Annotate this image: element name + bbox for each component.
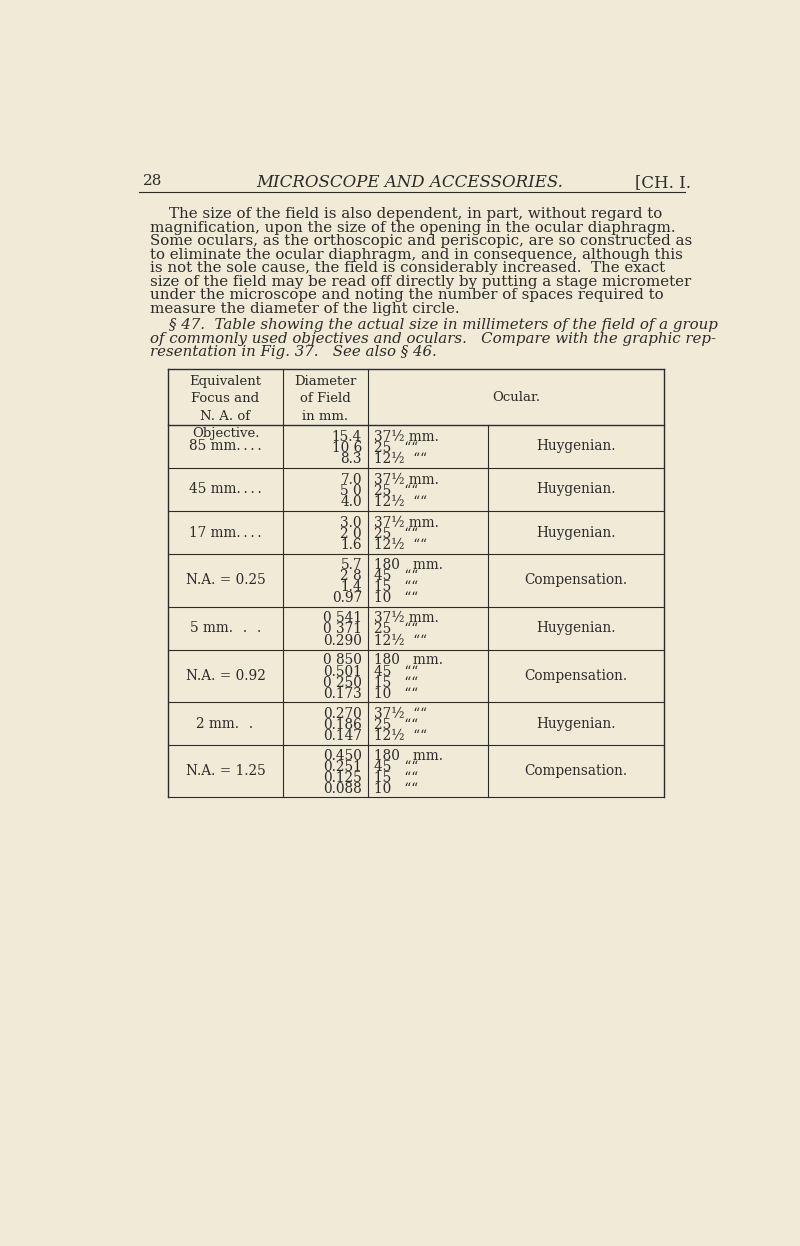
Text: 4.0: 4.0 — [340, 495, 362, 510]
Text: 0.290: 0.290 — [323, 634, 362, 648]
Text: 2 8: 2 8 — [340, 569, 362, 583]
Text: 1.4: 1.4 — [340, 581, 362, 594]
Text: to eliminate the ocular diaphragm, and in consequence, although this: to eliminate the ocular diaphragm, and i… — [150, 248, 683, 262]
Text: 25   ““: 25 ““ — [374, 718, 418, 731]
Text: 15   ““: 15 ““ — [374, 581, 418, 594]
Text: 180   mm.: 180 mm. — [374, 749, 443, 763]
Text: Equivalent
Focus and
N. A. of
Objective.: Equivalent Focus and N. A. of Objective. — [190, 375, 262, 440]
Text: 25   ““: 25 ““ — [374, 441, 418, 455]
Text: 10   ““: 10 ““ — [374, 687, 418, 701]
Text: 0.270: 0.270 — [323, 706, 362, 720]
Text: 0.125: 0.125 — [323, 771, 362, 785]
Text: 37½  ““: 37½ ““ — [374, 706, 427, 720]
Text: Ocular.: Ocular. — [492, 391, 540, 404]
Text: 8.3: 8.3 — [341, 452, 362, 466]
Text: 45 mm. . . .: 45 mm. . . . — [189, 482, 262, 496]
Text: Huygenian.: Huygenian. — [537, 482, 616, 496]
Text: 0.173: 0.173 — [323, 687, 362, 701]
Text: Huygenian.: Huygenian. — [537, 526, 616, 540]
Text: MICROSCOPE AND ACCESSORIES.: MICROSCOPE AND ACCESSORIES. — [257, 174, 563, 191]
Text: 0.088: 0.088 — [323, 782, 362, 796]
Text: 12½  ““: 12½ ““ — [374, 452, 427, 466]
Text: 45   ““: 45 ““ — [374, 664, 418, 679]
Text: § 47.  Table showing the actual size in millimeters of the field of a group: § 47. Table showing the actual size in m… — [150, 318, 718, 333]
Text: 1.6: 1.6 — [341, 538, 362, 552]
Text: 12½  ““: 12½ ““ — [374, 495, 427, 510]
Text: magnification, upon the size of the opening in the ocular diaphragm.: magnification, upon the size of the open… — [150, 221, 676, 234]
Text: 5 mm.   .   .: 5 mm. . . — [190, 621, 261, 635]
Text: 37½ mm.: 37½ mm. — [374, 516, 439, 530]
Text: 37½ mm.: 37½ mm. — [374, 472, 439, 487]
Text: 7.0: 7.0 — [341, 472, 362, 487]
Text: 2 0: 2 0 — [340, 527, 362, 541]
Text: [CH. I.: [CH. I. — [634, 174, 690, 191]
Text: 12½  ““: 12½ ““ — [374, 538, 427, 552]
Text: 15   ““: 15 ““ — [374, 675, 418, 690]
Text: Huygenian.: Huygenian. — [537, 621, 616, 635]
Text: size of the field may be read off directly by putting a stage micrometer: size of the field may be read off direct… — [150, 274, 692, 289]
Text: 0.147: 0.147 — [323, 729, 362, 743]
Text: 25   ““: 25 ““ — [374, 527, 418, 541]
Text: 15.4: 15.4 — [332, 430, 362, 444]
Text: The size of the field is also dependent, in part, without regard to: The size of the field is also dependent,… — [150, 207, 662, 222]
Text: 45   ““: 45 ““ — [374, 760, 418, 774]
Text: N.A. = 1.25: N.A. = 1.25 — [186, 764, 266, 779]
Text: 2 mm.   .: 2 mm. . — [196, 716, 255, 730]
Text: 180   mm.: 180 mm. — [374, 653, 443, 668]
Text: 0.501: 0.501 — [323, 664, 362, 679]
Text: 10 6: 10 6 — [332, 441, 362, 455]
Text: 12½  ““: 12½ ““ — [374, 729, 427, 743]
Text: 15   ““: 15 ““ — [374, 771, 418, 785]
Text: 0.186: 0.186 — [323, 718, 362, 731]
Text: Compensation.: Compensation. — [525, 764, 628, 779]
Text: 12½  ““: 12½ ““ — [374, 634, 427, 648]
Text: Huygenian.: Huygenian. — [537, 716, 616, 730]
Text: measure the diameter of the light circle.: measure the diameter of the light circle… — [150, 302, 460, 315]
Text: 45   ““: 45 ““ — [374, 569, 418, 583]
Text: 17 mm. . . .: 17 mm. . . . — [190, 526, 262, 540]
Text: Compensation.: Compensation. — [525, 669, 628, 683]
Text: 5 0: 5 0 — [340, 483, 362, 498]
Text: 0.97: 0.97 — [332, 592, 362, 606]
Text: 10   ““: 10 ““ — [374, 592, 418, 606]
Text: 37½ mm.: 37½ mm. — [374, 430, 439, 444]
Text: Diameter
of Field
in mm.: Diameter of Field in mm. — [294, 375, 357, 422]
Text: resentation in Fig. 37.   See also § 46.: resentation in Fig. 37. See also § 46. — [150, 345, 437, 359]
Text: 0.450: 0.450 — [323, 749, 362, 763]
Text: 85 mm. . . .: 85 mm. . . . — [190, 440, 262, 454]
Text: under the microscope and noting the number of spaces required to: under the microscope and noting the numb… — [150, 288, 664, 302]
Text: 0.251: 0.251 — [323, 760, 362, 774]
Text: 180   mm.: 180 mm. — [374, 558, 443, 572]
Text: 3.0: 3.0 — [341, 516, 362, 530]
Text: 28: 28 — [142, 174, 162, 188]
Text: 0 250: 0 250 — [323, 675, 362, 690]
Text: 0 371: 0 371 — [323, 623, 362, 637]
Text: 25   ““: 25 ““ — [374, 623, 418, 637]
Text: Huygenian.: Huygenian. — [537, 440, 616, 454]
Text: 5.7: 5.7 — [341, 558, 362, 572]
Text: of commonly used objectives and oculars.   Compare with the graphic rep-: of commonly used objectives and oculars.… — [150, 331, 717, 345]
Text: is not the sole cause, the field is considerably increased.  The exact: is not the sole cause, the field is cons… — [150, 262, 666, 275]
Text: 10   ““: 10 ““ — [374, 782, 418, 796]
Text: 0 541: 0 541 — [323, 612, 362, 625]
Text: Compensation.: Compensation. — [525, 573, 628, 587]
Text: Some oculars, as the orthoscopic and periscopic, are so constructed as: Some oculars, as the orthoscopic and per… — [150, 234, 693, 248]
Text: N.A. = 0.92: N.A. = 0.92 — [186, 669, 266, 683]
Text: 25   ““: 25 ““ — [374, 483, 418, 498]
Text: N.A. = 0.25: N.A. = 0.25 — [186, 573, 266, 587]
Text: 37½ mm.: 37½ mm. — [374, 612, 439, 625]
Text: 0 850: 0 850 — [323, 653, 362, 668]
